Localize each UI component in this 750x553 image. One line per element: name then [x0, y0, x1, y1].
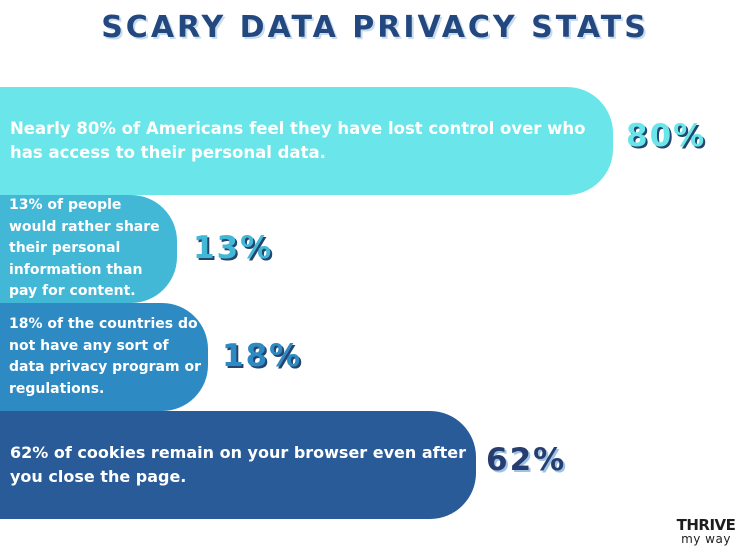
bar-label: 62% of cookies remain on your browser ev…: [10, 443, 467, 486]
logo-line-1: THRIVE: [676, 516, 736, 534]
logo-line-2: my way: [681, 532, 731, 546]
bar-cookies-remain: 62% of cookies remain on your browser ev…: [0, 411, 476, 519]
value-label: 18%: [222, 338, 303, 374]
bar-countries-no-regulation: 18% of the countries do not have any sor…: [0, 303, 208, 411]
chart-title: SCARY DATA PRIVACY STATS: [101, 10, 649, 45]
value-label: 62%: [486, 442, 567, 478]
value-label: 80%: [626, 118, 707, 154]
thrive-my-way-logo: THRIVE my way: [676, 518, 736, 546]
bar-share-personal-info: 13% of people would rather share their p…: [0, 195, 177, 303]
bar-label: 13% of people would rather share their p…: [9, 197, 160, 300]
bar-label: 18% of the countries do not have any sor…: [9, 316, 201, 397]
value-label: 13%: [193, 230, 274, 266]
bar-americans-lost-control: Nearly 80% of Americans feel they have l…: [0, 87, 613, 195]
bar-label: Nearly 80% of Americans feel they have l…: [10, 119, 586, 162]
